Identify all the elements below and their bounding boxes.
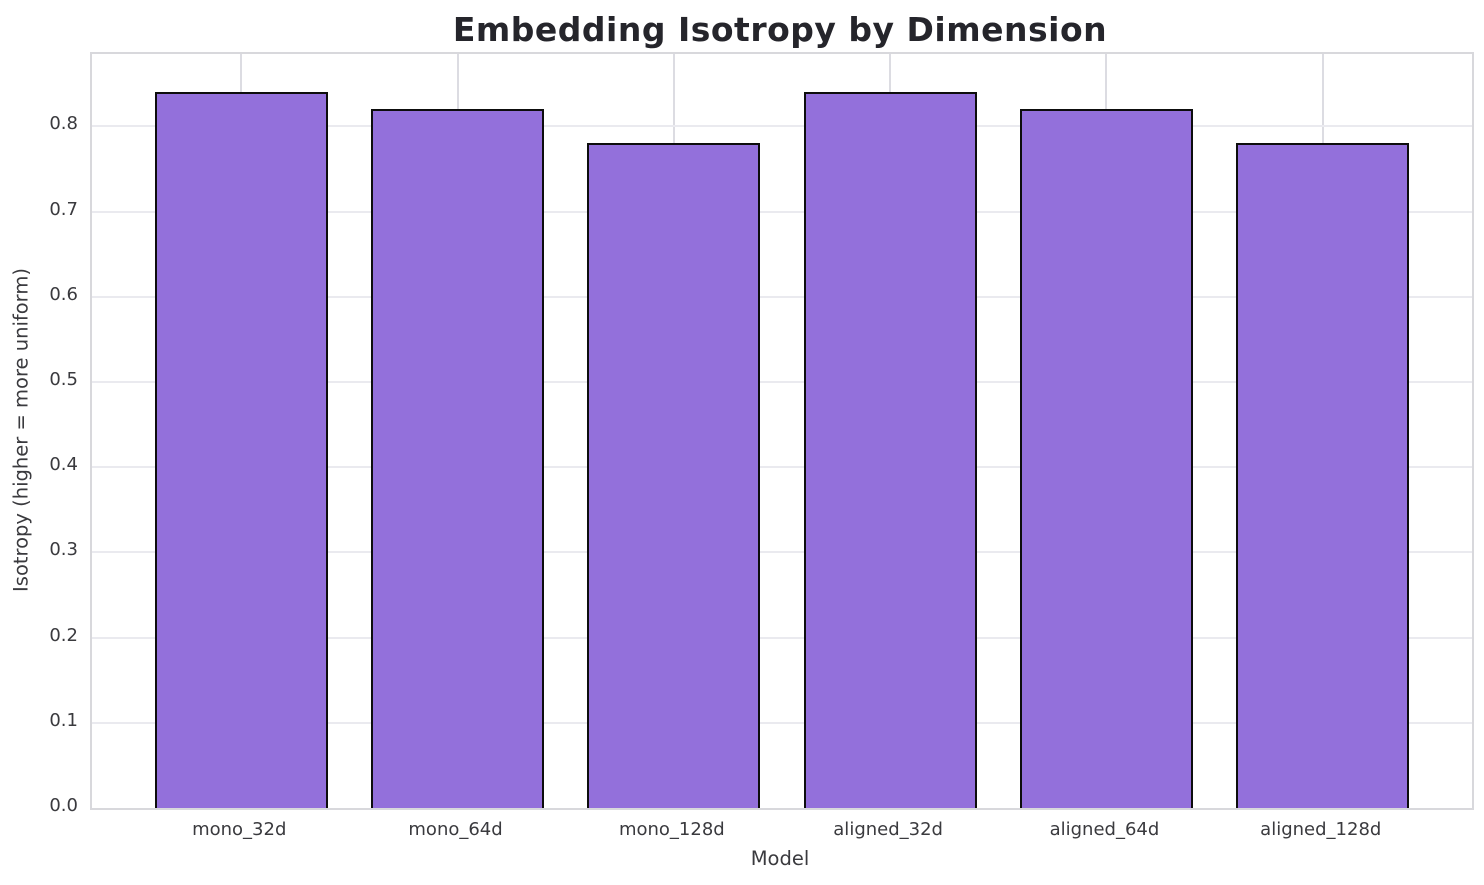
x-tick-label-aligned_64d: aligned_64d (1049, 819, 1160, 840)
bar-aligned_64d (1019, 109, 1193, 808)
y-tick-label: 0.0 (49, 795, 78, 816)
plot-area (90, 52, 1474, 810)
gridline-horizontal (92, 295, 1472, 298)
chart-title: Embedding Isotropy by Dimension (452, 10, 1108, 49)
x-axis-label: Model (750, 847, 810, 870)
y-tick-label: 0.2 (49, 624, 78, 646)
y-tick-label: 0.1 (49, 709, 78, 731)
gridline-horizontal (92, 466, 1472, 469)
bar-mono_128d (587, 143, 761, 808)
y-tick-label: 0.4 (49, 454, 78, 476)
y-tick-label: 0.7 (49, 198, 78, 220)
y-tick-label: 0.6 (49, 283, 78, 305)
x-tick-label-aligned_32d: aligned_32d (833, 819, 943, 840)
x-tick-label-mono_128d: mono_128d (618, 819, 725, 840)
gridline-horizontal (92, 551, 1472, 554)
x-tick-label-mono_32d: mono_32d (192, 819, 287, 840)
gridline-horizontal (92, 210, 1472, 213)
bar-mono_64d (371, 109, 545, 808)
gridline-horizontal (92, 381, 1472, 383)
x-tick-label-mono_64d: mono_64d (408, 819, 503, 840)
bar-aligned_32d (803, 92, 977, 808)
y-axis-label: Isotropy (higher = more uniform) (9, 268, 33, 592)
bar-aligned_128d (1236, 143, 1410, 808)
y-tick-label: 0.8 (49, 113, 78, 135)
gridline-horizontal (92, 125, 1472, 128)
bar-mono_32d (154, 92, 328, 808)
y-tick-label: 0.3 (49, 539, 78, 561)
x-tick-label-aligned_128d: aligned_128d (1260, 819, 1382, 840)
gridline-horizontal (92, 721, 1472, 724)
gridline-horizontal (92, 636, 1472, 639)
y-tick-label: 0.5 (49, 369, 78, 390)
